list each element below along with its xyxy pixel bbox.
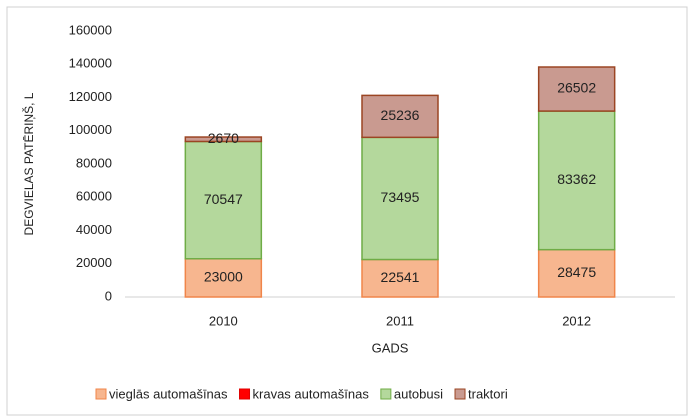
data-label: 23000: [204, 269, 243, 285]
y-tick-label: 160000: [69, 22, 112, 37]
data-label: 70547: [204, 191, 243, 207]
legend-label: autobusi: [394, 386, 443, 401]
x-tick-label: 2011: [386, 313, 414, 328]
data-label: 83362: [557, 171, 596, 187]
data-label: 2670: [208, 130, 239, 146]
bar-segment: [361, 136, 439, 261]
y-axis-title: DEGVIELAS PATĒRIŅŠ, L: [21, 92, 36, 235]
bar-segment: [361, 258, 439, 298]
y-tick-label: 120000: [69, 89, 112, 104]
bar-segment: [184, 258, 263, 298]
y-tick-label: 140000: [69, 56, 112, 71]
bar-segment: [537, 110, 616, 251]
legend-swatch: [239, 388, 251, 400]
bar-segment: [537, 66, 616, 112]
legend-label: traktori: [468, 386, 508, 401]
bar-segment: [361, 94, 439, 139]
bar-segment: [537, 248, 616, 298]
y-tick-label: 0: [105, 288, 112, 303]
y-tick-label: 20000: [76, 255, 112, 270]
x-axis-title: GADS: [372, 340, 409, 355]
x-tick-label: 2012: [562, 313, 591, 328]
data-label: 73495: [381, 189, 420, 205]
y-tick-label: 60000: [76, 189, 112, 204]
data-label: 28475: [557, 264, 596, 280]
legend-swatch: [454, 388, 466, 400]
legend-swatch: [380, 388, 392, 400]
data-label: 26502: [557, 80, 596, 96]
legend-swatch: [95, 388, 107, 400]
legend-label: vieglās automašīnas: [109, 386, 228, 401]
y-tick-label: 100000: [69, 122, 112, 137]
y-tick-label: 40000: [76, 222, 112, 237]
data-label: 22541: [381, 269, 420, 285]
y-tick-label: 80000: [76, 155, 112, 170]
data-label: 25236: [381, 107, 420, 123]
x-tick-label: 2010: [209, 313, 238, 328]
legend-label: kravas automašīnas: [253, 386, 370, 401]
bar-segment: [184, 136, 263, 143]
